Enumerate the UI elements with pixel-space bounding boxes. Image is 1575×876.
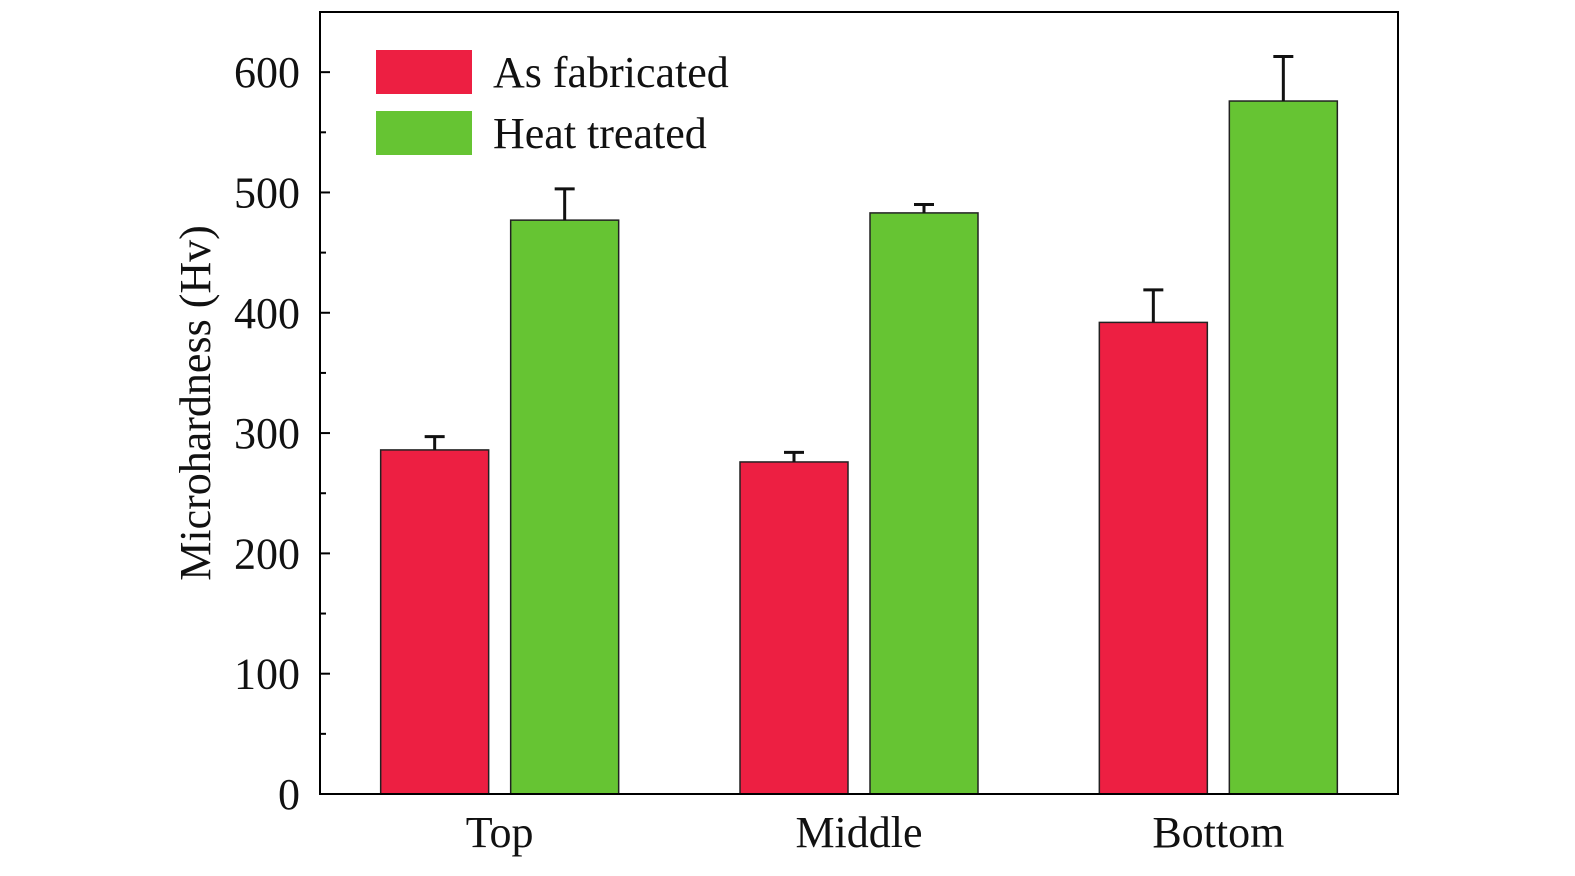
y-axis-title: Microhardness (Hv) (171, 225, 220, 581)
plot-frame (319, 11, 1399, 795)
y-tick-label: 0 (278, 770, 300, 819)
bar-as-fabricated-bottom (1098, 321, 1209, 795)
x-tick-label-middle: Middle (795, 808, 922, 857)
legend-swatch-as-fabricated (376, 50, 472, 94)
bar-heat-treated-bottom (1228, 100, 1339, 795)
bar-as-fabricated-middle (739, 461, 849, 795)
legend-swatch-heat-treated (376, 111, 472, 155)
y-tick-label: 100 (234, 650, 300, 699)
bar-heat-treated-middle (869, 212, 979, 795)
x-tick-label-top: Top (466, 808, 534, 857)
bar-heat-treated-top (509, 219, 620, 795)
y-tick-label: 200 (234, 529, 300, 578)
legend: As fabricated Heat treated (376, 48, 729, 158)
y-tick-label: 400 (234, 289, 300, 338)
bar-as-fabricated-top (379, 449, 490, 795)
y-axis: 0 100 200 300 400 500 600 (234, 48, 330, 819)
y-tick-label: 600 (234, 48, 300, 97)
legend-label-as-fabricated: As fabricated (493, 48, 729, 97)
y-tick-label: 500 (234, 168, 300, 217)
legend-label-heat-treated: Heat treated (493, 109, 707, 158)
y-tick-label: 300 (234, 409, 300, 458)
x-tick-label-bottom: Bottom (1152, 808, 1284, 857)
bars-layer (379, 100, 1339, 795)
x-axis: Top Middle Bottom (466, 808, 1285, 857)
error-bars-layer (424, 55, 1294, 462)
